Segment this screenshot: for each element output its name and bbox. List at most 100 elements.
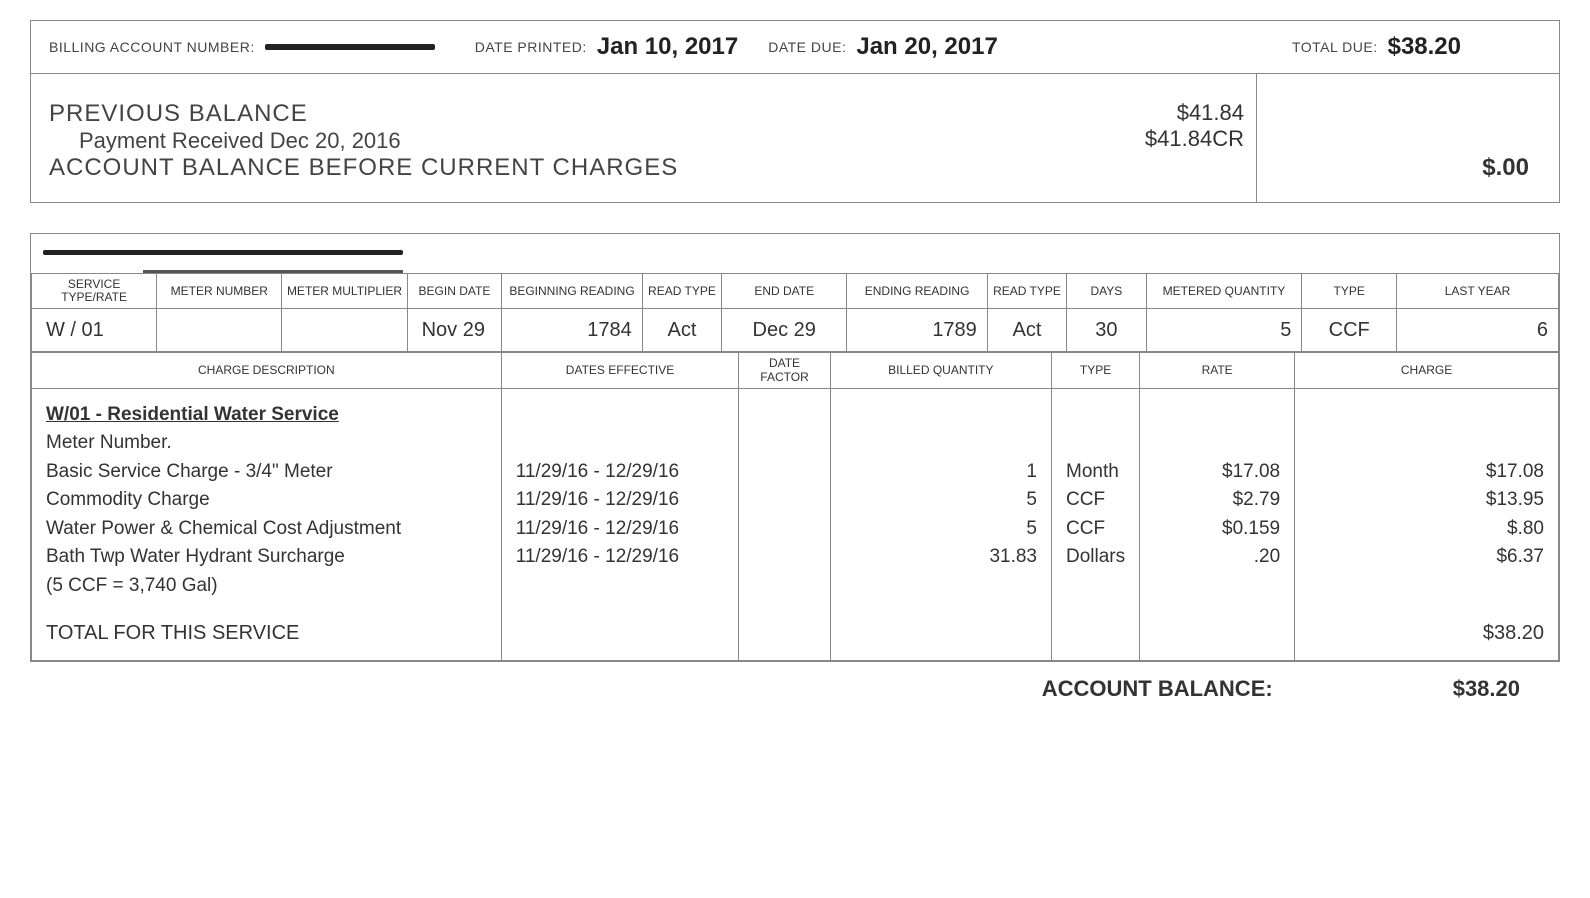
th-read-type-1: READ TYPE xyxy=(642,274,721,309)
th-charge: CHARGE xyxy=(1295,353,1559,388)
type-1: Month xyxy=(1066,458,1125,487)
td-read-type-2: Act xyxy=(987,309,1066,352)
balance-before-current-label: ACCOUNT BALANCE BEFORE CURRENT CHARGES xyxy=(49,154,1064,182)
billing-account-label: BILLING ACCOUNT NUMBER: xyxy=(49,39,255,55)
charges-table: CHARGE DESCRIPTION DATES EFFECTIVE DATE … xyxy=(31,352,1559,661)
charge-meter-line: Meter Number. xyxy=(46,429,487,458)
td-service: W / 01 xyxy=(32,309,157,352)
td-type: CCF xyxy=(1302,309,1397,352)
td-begin-reading: 1784 xyxy=(502,309,642,352)
th-billed-qty: BILLED QUANTITY xyxy=(830,353,1051,388)
charge-desc-4: Bath Twp Water Hydrant Surcharge xyxy=(46,543,487,572)
previous-balance-label: PREVIOUS BALANCE xyxy=(49,100,1064,128)
th-charge-type: TYPE xyxy=(1052,353,1140,388)
balance-amounts: $41.84 $41.84CR xyxy=(1082,74,1256,202)
th-end-date: END DATE xyxy=(722,274,847,309)
th-dates-effective: DATES EFFECTIVE xyxy=(501,353,739,388)
charge-total-label: TOTAL FOR THIS SERVICE xyxy=(46,618,487,648)
td-charge-amount: $17.08 $13.95 $.80 $6.37 $38.20 xyxy=(1295,388,1559,661)
type-4: Dollars xyxy=(1066,543,1125,572)
qty-4: 31.83 xyxy=(845,543,1037,572)
charge-4: $6.37 xyxy=(1309,543,1544,572)
td-charge-type: Month CCF CCF Dollars xyxy=(1052,388,1140,661)
redacted-account-number xyxy=(265,44,435,50)
meter-data-row: W / 01 Nov 29 1784 Act Dec 29 1789 Act 3… xyxy=(32,309,1559,352)
qty-3: 5 xyxy=(845,515,1037,544)
charge-total-amount: $38.20 xyxy=(1309,618,1544,648)
total-due-value: $38.20 xyxy=(1388,33,1461,61)
date-printed-value: Jan 10, 2017 xyxy=(597,33,738,61)
previous-balance-amount: $41.84 xyxy=(1094,100,1244,126)
meter-readings-table: SERVICE TYPE/RATE METER NUMBER METER MUL… xyxy=(31,273,1559,352)
th-meter-number: METER NUMBER xyxy=(157,274,282,309)
meter-header-row: SERVICE TYPE/RATE METER NUMBER METER MUL… xyxy=(32,274,1559,309)
billing-header-row: BILLING ACCOUNT NUMBER: DATE PRINTED: Ja… xyxy=(31,21,1559,74)
payment-received-line: Payment Received Dec 20, 2016 xyxy=(49,128,1064,154)
td-read-type-1: Act xyxy=(642,309,721,352)
charges-detail-box: SERVICE TYPE/RATE METER NUMBER METER MUL… xyxy=(30,233,1560,662)
charges-body-row: W/01 - Residential Water Service Meter N… xyxy=(32,388,1559,661)
th-last-year: LAST YEAR xyxy=(1397,274,1559,309)
redacted-address-row xyxy=(31,234,1559,273)
date-printed-label: DATE PRINTED: xyxy=(475,39,587,55)
th-service-type: SERVICE TYPE/RATE xyxy=(32,274,157,309)
td-end-date: Dec 29 xyxy=(722,309,847,352)
td-dates-effective: 11/29/16 - 12/29/16 11/29/16 - 12/29/16 … xyxy=(501,388,739,661)
date-due-value: Jan 20, 2017 xyxy=(856,33,997,61)
td-billed-qty: 1 5 5 31.83 xyxy=(830,388,1051,661)
th-begin-date: BEGIN DATE xyxy=(407,274,502,309)
td-last-year: 6 xyxy=(1397,309,1559,352)
type-3: CCF xyxy=(1066,515,1125,544)
dates-3: 11/29/16 - 12/29/16 xyxy=(516,515,725,544)
th-charge-desc: CHARGE DESCRIPTION xyxy=(32,353,502,388)
charge-2: $13.95 xyxy=(1309,486,1544,515)
date-due-label: DATE DUE: xyxy=(768,39,846,55)
balance-before-current-amount-box: $.00 xyxy=(1256,74,1559,202)
charges-header-row: CHARGE DESCRIPTION DATES EFFECTIVE DATE … xyxy=(32,353,1559,388)
charge-desc-1: Basic Service Charge - 3/4" Meter xyxy=(46,458,487,487)
account-balance-row: ACCOUNT BALANCE: $38.20 xyxy=(20,668,1570,702)
th-type: TYPE xyxy=(1302,274,1397,309)
th-metered-qty: METERED QUANTITY xyxy=(1146,274,1302,309)
total-due-label: TOTAL DUE: xyxy=(1292,39,1378,55)
charge-desc-3: Water Power & Chemical Cost Adjustment xyxy=(46,515,487,544)
rate-3: $0.159 xyxy=(1154,515,1280,544)
balance-left: PREVIOUS BALANCE Payment Received Dec 20… xyxy=(31,74,1082,202)
th-date-factor: DATE FACTOR xyxy=(739,353,830,388)
charge-desc-2: Commodity Charge xyxy=(46,486,487,515)
dates-2: 11/29/16 - 12/29/16 xyxy=(516,486,725,515)
th-rate: RATE xyxy=(1140,353,1295,388)
dates-1: 11/29/16 - 12/29/16 xyxy=(516,458,725,487)
td-end-reading: 1789 xyxy=(847,309,987,352)
charge-1: $17.08 xyxy=(1309,458,1544,487)
td-meter-number xyxy=(157,309,282,352)
charge-3: $.80 xyxy=(1309,515,1544,544)
th-ending-reading: ENDING READING xyxy=(847,274,987,309)
balance-body: PREVIOUS BALANCE Payment Received Dec 20… xyxy=(31,74,1559,202)
td-begin-date: Nov 29 xyxy=(407,309,502,352)
th-days: DAYS xyxy=(1067,274,1146,309)
rate-1: $17.08 xyxy=(1154,458,1280,487)
payment-amount: $41.84CR xyxy=(1094,126,1244,152)
charge-gal-note: (5 CCF = 3,740 Gal) xyxy=(46,572,487,601)
rate-4: .20 xyxy=(1154,543,1280,572)
dates-4: 11/29/16 - 12/29/16 xyxy=(516,543,725,572)
th-beginning-reading: BEGINNING READING xyxy=(502,274,642,309)
td-rate: $17.08 $2.79 $0.159 .20 xyxy=(1140,388,1295,661)
charge-section-title: W/01 - Residential Water Service xyxy=(46,401,487,430)
qty-2: 5 xyxy=(845,486,1037,515)
account-balance-label: ACCOUNT BALANCE: xyxy=(1042,676,1273,702)
account-balance-value: $38.20 xyxy=(1453,676,1520,702)
td-multiplier xyxy=(282,309,407,352)
qty-1: 1 xyxy=(845,458,1037,487)
type-2: CCF xyxy=(1066,486,1125,515)
redacted-bar-1 xyxy=(43,250,403,255)
th-meter-multiplier: METER MULTIPLIER xyxy=(282,274,407,309)
td-metered-qty: 5 xyxy=(1146,309,1302,352)
td-date-factor xyxy=(739,388,830,661)
td-charge-descriptions: W/01 - Residential Water Service Meter N… xyxy=(32,388,502,661)
th-read-type-2: READ TYPE xyxy=(987,274,1066,309)
rate-2: $2.79 xyxy=(1154,486,1280,515)
billing-summary-box: BILLING ACCOUNT NUMBER: DATE PRINTED: Ja… xyxy=(30,20,1560,203)
balance-before-current-amount: $.00 xyxy=(1269,154,1529,182)
